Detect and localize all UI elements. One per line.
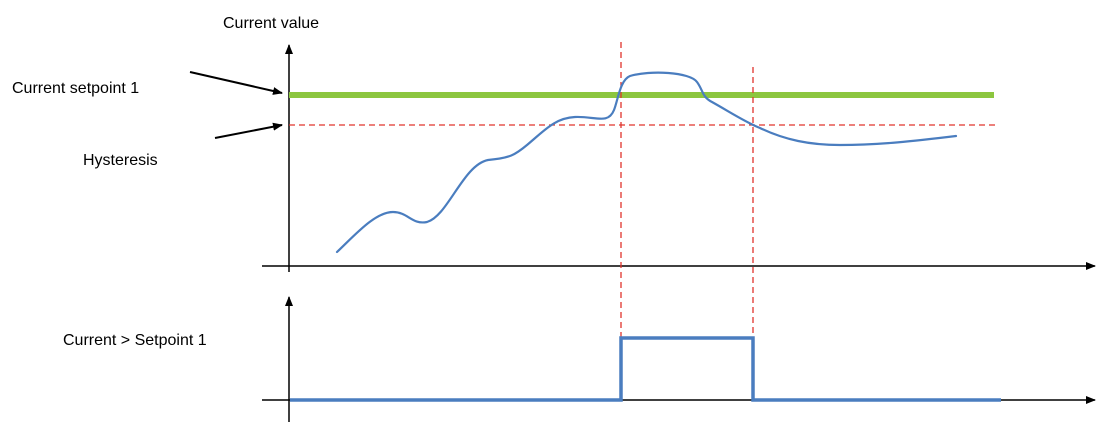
setpoint-label: Current setpoint 1 xyxy=(12,80,139,97)
hysteresis-label: Hysteresis xyxy=(83,152,158,169)
y-axis-title: Current value xyxy=(223,15,319,32)
signal-curve xyxy=(335,71,958,254)
output-pulse xyxy=(290,336,1001,402)
setpoint-pointer-arrow xyxy=(189,71,283,95)
hysteresis-pointer-arrow xyxy=(214,122,283,139)
output-label: Current > Setpoint 1 xyxy=(63,332,207,349)
